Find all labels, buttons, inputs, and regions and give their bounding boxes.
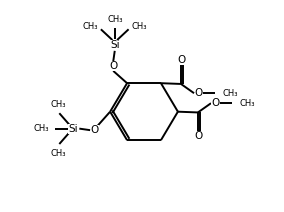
Text: CH₃: CH₃ xyxy=(82,22,98,31)
Text: O: O xyxy=(195,88,203,98)
Text: Si: Si xyxy=(110,40,120,50)
Text: O: O xyxy=(178,55,186,65)
Text: O: O xyxy=(109,61,117,71)
Text: CH₃: CH₃ xyxy=(239,99,255,108)
Text: CH₃: CH₃ xyxy=(107,15,122,24)
Text: O: O xyxy=(212,98,220,108)
Text: CH₃: CH₃ xyxy=(50,100,66,109)
Text: CH₃: CH₃ xyxy=(50,149,66,158)
Text: CH₃: CH₃ xyxy=(132,22,147,31)
Text: O: O xyxy=(195,131,203,141)
Text: Si: Si xyxy=(68,124,78,134)
Text: O: O xyxy=(91,125,99,135)
Text: CH₃: CH₃ xyxy=(223,89,238,98)
Text: CH₃: CH₃ xyxy=(34,124,49,133)
